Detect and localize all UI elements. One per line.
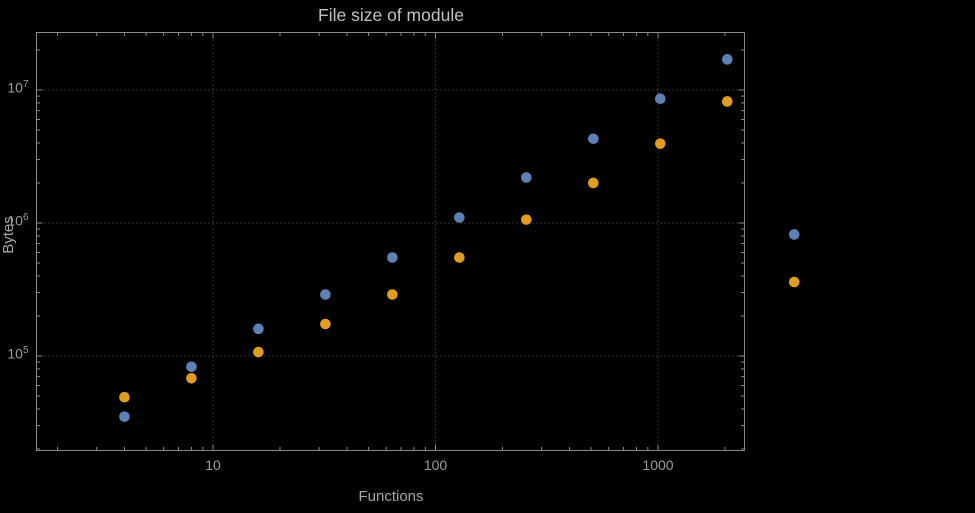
data-point-series-2-orange: [320, 318, 331, 330]
y-tick-label: 105: [7, 345, 29, 362]
data-point-series-1-blue: [320, 289, 331, 300]
plot-frame: [36, 32, 745, 451]
data-point-series-2-orange: [521, 214, 532, 225]
x-axis-label: Functions: [358, 488, 424, 505]
data-point-series-1-blue: [654, 93, 666, 105]
y-tick-label: 107: [7, 79, 29, 96]
data-point-series-1-blue: [387, 252, 398, 263]
data-point-series-1-blue: [721, 54, 733, 65]
x-tick-label: 100: [423, 457, 448, 473]
data-point-series-2-orange: [387, 289, 398, 300]
data-point-series-2-orange: [588, 177, 599, 189]
data-point-series-1-blue: [588, 133, 599, 145]
data-point-series-2-orange: [119, 391, 130, 403]
data-point-series-1-blue: [119, 411, 130, 422]
data-point-series-1-blue: [253, 323, 264, 335]
data-point-series-2-orange: [721, 96, 733, 107]
data-point-series-2-orange: [186, 372, 197, 384]
x-tick-label: 10: [205, 457, 221, 473]
data-point-series-1-blue: [186, 361, 197, 373]
data-point-series-2-orange: [454, 252, 465, 263]
data-point-series-1-blue: [788, 229, 800, 240]
data-point-series-2-orange: [788, 276, 800, 288]
data-point-series-2-orange: [253, 346, 264, 358]
data-point-series-1-blue: [521, 172, 532, 183]
x-tick-label: 1000: [642, 457, 674, 473]
y-tick-label: 106: [7, 212, 29, 229]
data-point-series-2-orange: [654, 138, 666, 149]
data-point-series-1-blue: [454, 212, 465, 223]
y-axis-label: Bytes: [0, 216, 17, 254]
chart-title: File size of module: [318, 5, 464, 25]
